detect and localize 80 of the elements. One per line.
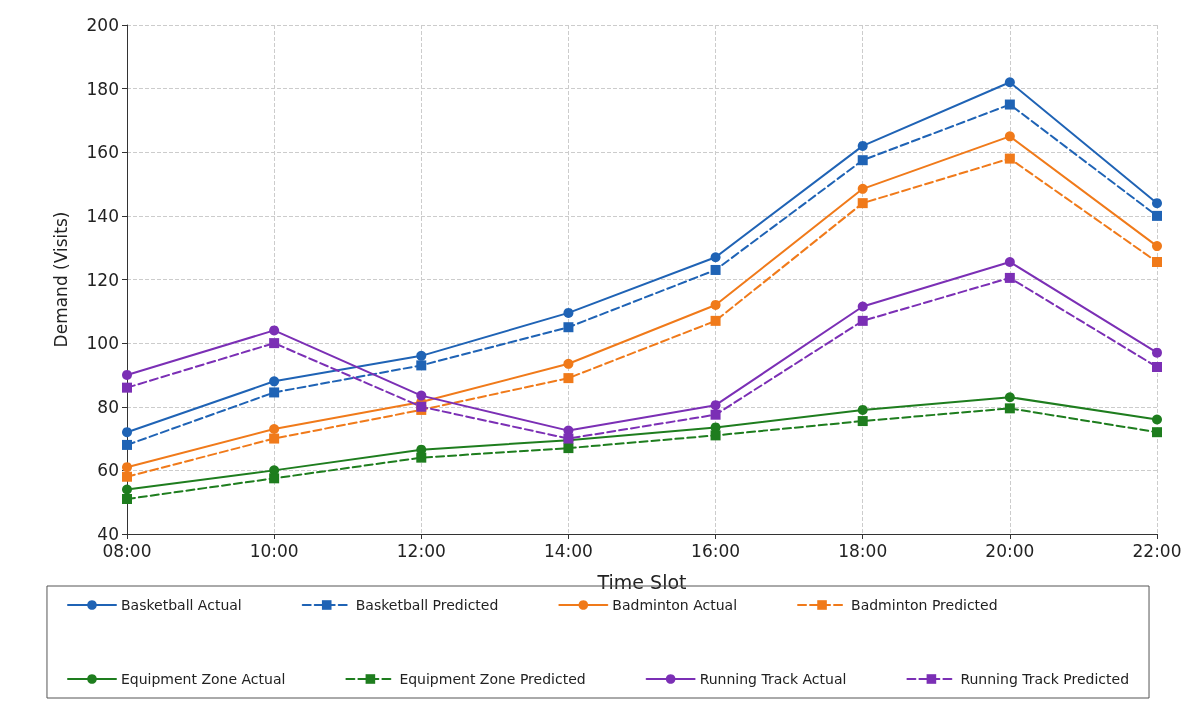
point (416, 360, 427, 371)
legend-label: Basketball Predicted (355, 597, 499, 613)
point (857, 416, 868, 427)
point (1152, 361, 1162, 372)
legend-label: Running Track Predicted (960, 671, 1130, 687)
legend-label: Equipment Zone Actual (120, 671, 286, 687)
x-tick-label: 12:00 (396, 540, 446, 561)
point (857, 155, 868, 166)
point (1152, 414, 1162, 425)
legend-label: Equipment Zone Predicted (399, 671, 586, 687)
y-tick-label: 80 (97, 396, 119, 417)
point (1004, 392, 1015, 403)
point (1152, 198, 1162, 209)
point (710, 264, 721, 275)
point (710, 315, 721, 326)
point (1004, 272, 1015, 283)
y-tick-label: 100 (86, 333, 119, 354)
point (269, 338, 280, 349)
point (269, 473, 280, 484)
point (710, 299, 721, 310)
point (269, 376, 280, 387)
point (1004, 153, 1015, 164)
point (1004, 131, 1015, 142)
y-tick-label: 120 (86, 269, 119, 290)
point (122, 471, 132, 482)
y-tick-label: 160 (86, 142, 119, 163)
point (269, 424, 280, 435)
point (563, 373, 574, 384)
legend-label: Badminton Actual (612, 597, 738, 613)
legend-label: Running Track Actual (699, 671, 847, 687)
point (857, 198, 868, 209)
y-tick-label: 200 (86, 15, 119, 35)
point (857, 404, 868, 415)
x-axis-title: Time Slot (596, 570, 687, 593)
point (710, 430, 721, 441)
point (122, 462, 132, 473)
point (857, 140, 868, 151)
x-tick-label: 20:00 (985, 540, 1035, 561)
point (416, 390, 427, 401)
point (1004, 403, 1015, 414)
point (269, 433, 280, 444)
legend-label: Basketball Actual (120, 597, 242, 613)
point (269, 325, 280, 336)
x-tick-label: 16:00 (691, 540, 741, 561)
legend-label: Badminton Predicted (851, 597, 998, 613)
point (710, 252, 721, 263)
point (563, 307, 574, 318)
point (857, 301, 868, 312)
point (1152, 241, 1162, 252)
point (857, 183, 868, 194)
x-tick-label: 10:00 (249, 540, 299, 561)
point (122, 439, 132, 450)
point (269, 387, 280, 398)
y-tick-label: 140 (86, 205, 119, 226)
point (1152, 427, 1162, 438)
point (563, 358, 574, 369)
point (1004, 257, 1015, 267)
point (1152, 257, 1162, 267)
point (416, 350, 427, 361)
point (122, 369, 132, 380)
point (710, 400, 721, 411)
y-tick-label: 180 (86, 78, 119, 99)
point (122, 382, 132, 393)
x-tick-label: 14:00 (543, 540, 593, 561)
y-tick-label: 60 (97, 460, 119, 481)
x-tick-label: 22:00 (1132, 540, 1182, 561)
point (122, 484, 132, 495)
point (563, 443, 574, 454)
point (122, 427, 132, 438)
point (122, 494, 132, 505)
x-tick-label: 18:00 (838, 540, 888, 561)
point (1004, 77, 1015, 88)
point (1152, 347, 1162, 358)
point (1004, 99, 1015, 110)
point (857, 315, 868, 326)
y-axis-title: Demand (Visits) (50, 211, 71, 348)
point (1152, 210, 1162, 221)
point (710, 409, 721, 420)
point (563, 322, 574, 333)
point (416, 452, 427, 463)
